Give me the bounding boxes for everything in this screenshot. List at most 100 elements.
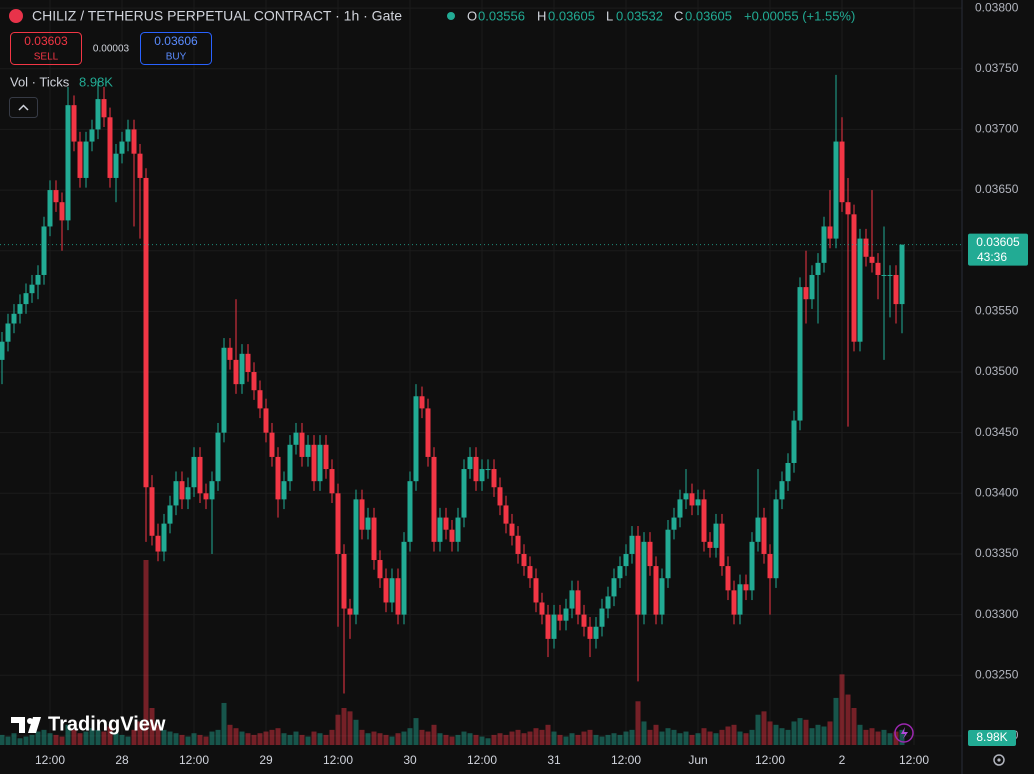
volume-bar xyxy=(353,719,359,745)
volume-bar xyxy=(899,729,905,745)
candle-body xyxy=(701,499,707,542)
volume-bar xyxy=(845,694,851,745)
candle-body xyxy=(833,141,839,239)
volume-bar xyxy=(29,734,35,745)
volume-bar xyxy=(83,731,89,745)
candle-body xyxy=(83,141,89,178)
candle-body xyxy=(155,535,161,552)
settings-button[interactable] xyxy=(993,754,1005,766)
candle-body xyxy=(503,505,509,524)
lightning-button[interactable] xyxy=(894,723,914,743)
volume-bar xyxy=(209,731,215,745)
candle-body xyxy=(605,596,611,609)
candle-body xyxy=(281,481,287,500)
volume-bar xyxy=(707,731,713,745)
indicator-name[interactable]: Vol · Ticks xyxy=(10,74,70,89)
candle-body xyxy=(143,177,149,488)
candle-body xyxy=(35,274,41,285)
candle-body xyxy=(173,481,179,506)
x-tick-label: Jun xyxy=(688,753,707,767)
volume-bar xyxy=(275,728,281,745)
candle-body xyxy=(521,553,527,567)
candle-body xyxy=(251,372,257,391)
candle-body xyxy=(449,529,455,542)
volume-bar xyxy=(473,734,479,745)
volume-bar xyxy=(365,733,371,745)
candle-body xyxy=(755,517,761,542)
volume-pane xyxy=(0,560,905,745)
volume-bar xyxy=(779,728,785,745)
candle-body xyxy=(761,517,767,554)
candle-body xyxy=(635,535,641,615)
candle-body xyxy=(347,608,353,615)
volume-bar xyxy=(485,738,491,745)
volume-bar xyxy=(341,708,347,745)
candle-body xyxy=(659,578,665,615)
volume-bar xyxy=(215,729,221,745)
volume-bar xyxy=(695,733,701,745)
y-tick-label: 0.03750 xyxy=(975,61,1019,75)
volume-bar xyxy=(419,729,425,745)
volume-bar xyxy=(815,724,821,745)
volume-bar xyxy=(719,729,725,745)
volume-bar xyxy=(761,711,767,745)
candle-body xyxy=(167,505,173,524)
candle-body xyxy=(203,493,209,500)
volume-bar xyxy=(89,728,95,745)
x-tick-label: 12:00 xyxy=(611,753,641,767)
volume-bar xyxy=(455,734,461,745)
o-value: 0.03556 xyxy=(478,8,525,23)
candles xyxy=(0,74,905,694)
volume-bar xyxy=(233,728,239,745)
candle-body xyxy=(227,347,233,360)
volume-bar xyxy=(647,729,653,745)
volume-bar xyxy=(23,736,29,745)
candle-body xyxy=(29,284,35,294)
sell-button[interactable] xyxy=(10,32,82,65)
buy-label: BUY xyxy=(166,52,187,63)
candle-body xyxy=(257,390,263,409)
volume-bar xyxy=(869,728,875,745)
volume-bar xyxy=(263,731,269,745)
candle-body xyxy=(239,353,245,385)
candle-body xyxy=(785,462,791,482)
volume-bar xyxy=(257,733,263,745)
candle-body xyxy=(533,578,539,603)
y-tick-label: 0.03300 xyxy=(975,607,1019,621)
volume-bar xyxy=(311,731,317,745)
volume-bar xyxy=(563,736,569,745)
candle-body xyxy=(389,578,395,603)
volume-bar xyxy=(839,674,845,745)
candle-body xyxy=(617,566,623,579)
candle-body xyxy=(263,408,269,433)
symbol-title[interactable]: CHILIZ / TETHERUS PERPETUAL CONTRACT · 1… xyxy=(32,8,402,24)
volume-bar xyxy=(665,728,671,745)
volume-bar xyxy=(689,734,695,745)
volume-bar xyxy=(167,731,173,745)
volume-bar xyxy=(155,724,161,745)
collapse-button[interactable] xyxy=(9,97,38,118)
volume-bar xyxy=(527,731,533,745)
volume-bar xyxy=(131,729,137,745)
candle-body xyxy=(641,541,647,615)
candle-body xyxy=(743,584,749,591)
candle-body xyxy=(707,541,713,548)
x-tick-label: 12:00 xyxy=(179,753,209,767)
candle-body xyxy=(47,190,53,227)
candle-body xyxy=(377,560,383,579)
volume-bar xyxy=(185,736,191,745)
candle-body xyxy=(41,226,47,275)
candle-body xyxy=(53,190,59,203)
buy-button[interactable] xyxy=(140,32,212,65)
candle-body xyxy=(791,420,797,463)
candle-body xyxy=(395,578,401,615)
volume-bar xyxy=(281,733,287,745)
volume-bar xyxy=(395,733,401,745)
volume-bar xyxy=(389,736,395,745)
brand-logo-dot xyxy=(27,718,33,724)
brand-name: TradingView xyxy=(48,713,166,735)
volume-bar xyxy=(725,726,731,745)
volume-bar xyxy=(773,724,779,745)
candle-body xyxy=(737,584,743,615)
candle-body xyxy=(485,469,491,471)
